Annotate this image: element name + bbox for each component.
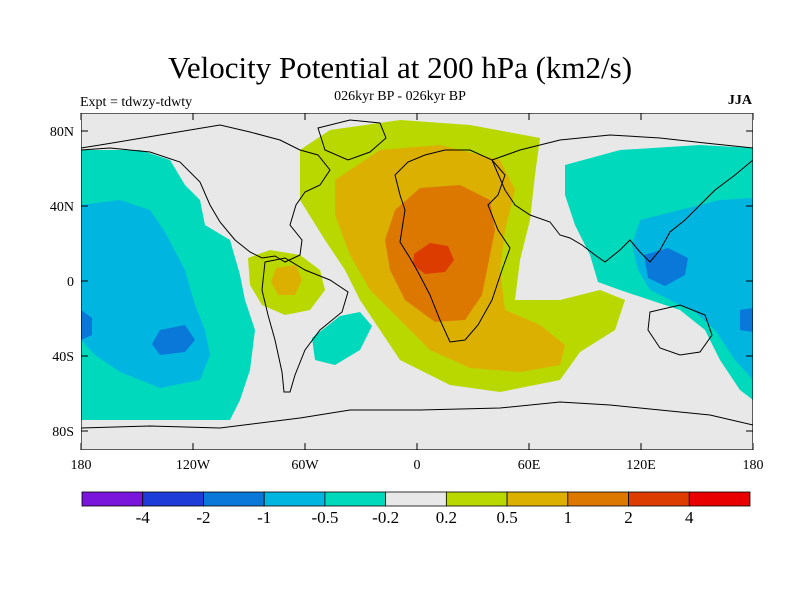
y-tick-label: 40S xyxy=(52,350,74,365)
y-tick-label: 0 xyxy=(67,275,74,290)
season-label: JJA xyxy=(727,93,752,108)
contour-atlantic-south-cyan xyxy=(312,312,372,365)
colorbar-label: -0.5 xyxy=(311,508,338,527)
colorbar: -4 -2 -1 -0.5 -0.2 0.2 0.5 1 2 4 xyxy=(81,491,751,527)
map-panel xyxy=(81,113,753,450)
x-tick-label: 60W xyxy=(291,458,319,473)
experiment-label: Expt = tdwzy-tdwty xyxy=(80,95,193,110)
coastlines xyxy=(81,119,753,429)
contour-pacific-west-edge-core xyxy=(81,310,92,340)
colorbar-swatch xyxy=(81,491,144,507)
colorbar-label: 0.5 xyxy=(496,508,517,527)
colorbar-swatch xyxy=(142,491,204,507)
colorbar-swatch xyxy=(324,491,387,507)
colorbar-swatch xyxy=(385,491,447,507)
colorbar-label: -2 xyxy=(196,508,210,527)
x-tick-label: 120W xyxy=(176,458,211,473)
x-tick-label: 0 xyxy=(414,458,421,473)
map-subtitle: 026kyr BP - 026kyr BP xyxy=(334,89,466,104)
x-axis: 180 120W 60W 0 60E 120E 180 xyxy=(71,113,764,473)
colorbar-swatch xyxy=(688,491,751,507)
colorbar-label: -4 xyxy=(136,508,151,527)
colorbar-swatch xyxy=(628,491,690,507)
y-tick-label: 40N xyxy=(50,200,74,215)
colorbar-swatch xyxy=(506,491,569,507)
colorbar-swatch xyxy=(445,491,508,507)
y-tick-label: 80S xyxy=(52,425,74,440)
x-tick-label: 120E xyxy=(626,458,656,473)
y-tick-label: 80N xyxy=(50,125,74,140)
colorbar-label: -1 xyxy=(257,508,271,527)
colorbar-label: 2 xyxy=(624,508,633,527)
colorbar-label: -0.2 xyxy=(372,508,399,527)
colorbar-label: 1 xyxy=(564,508,573,527)
contour-east-edge-core xyxy=(740,308,753,332)
colorbar-label: 4 xyxy=(685,508,694,527)
colorbar-swatch xyxy=(567,491,629,507)
x-tick-label: 60E xyxy=(518,458,541,473)
y-axis: 80N 40N 0 40S 80S xyxy=(50,125,753,440)
x-tick-label: 180 xyxy=(743,458,764,473)
contour-pacific-south-core xyxy=(152,325,195,355)
colorbar-swatch xyxy=(203,491,265,507)
contour-southamerica-gold xyxy=(271,265,302,295)
colorbar-swatch xyxy=(263,491,326,507)
contour-redorange xyxy=(413,243,454,274)
contour-westpacific-blue xyxy=(632,198,753,380)
x-tick-label: 180 xyxy=(71,458,92,473)
colorbar-label: 0.2 xyxy=(436,508,457,527)
contour-westpacific-core xyxy=(644,248,688,286)
map-title: Velocity Potential at 200 hPa (km2/s) xyxy=(167,50,633,85)
